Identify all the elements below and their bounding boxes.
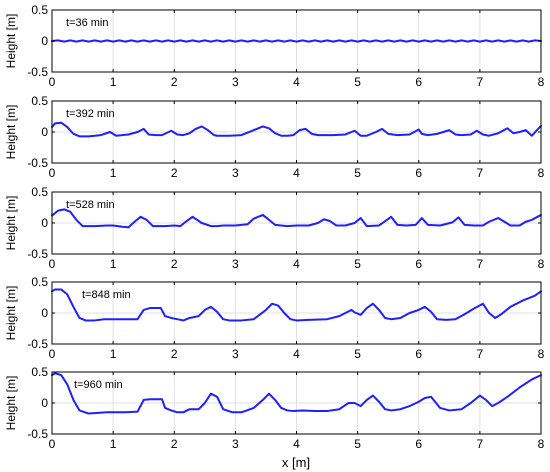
x-tick-label: 0	[49, 166, 56, 180]
x-tick-label: 7	[477, 437, 484, 451]
y-tick-label: -0.5	[27, 156, 48, 170]
y-axis-label: Height [m]	[4, 196, 18, 251]
x-tick-label: 7	[477, 347, 484, 361]
x-axis-label: x [m]	[282, 455, 310, 470]
x-tick-label: 4	[293, 437, 300, 451]
x-tick-label: 3	[232, 257, 239, 271]
y-tick-label: 0.5	[31, 275, 48, 289]
x-tick-label: 1	[110, 257, 117, 271]
x-tick-label: 0	[49, 75, 56, 89]
x-tick-label: 6	[415, 437, 422, 451]
x-tick-label: 3	[232, 347, 239, 361]
x-tick-label: 0	[49, 437, 56, 451]
x-tick-label: 8	[538, 75, 545, 89]
x-tick-label: 5	[354, 347, 361, 361]
x-tick-label: 6	[415, 347, 422, 361]
series-line	[51, 39, 542, 43]
y-tick-label: -0.5	[27, 337, 48, 351]
x-tick-label: 1	[110, 166, 117, 180]
y-tick-label: 0	[41, 125, 48, 139]
x-tick-label: 2	[171, 257, 178, 271]
y-tick-label: -0.5	[27, 65, 48, 79]
y-axis-label: Height [m]	[4, 376, 18, 431]
x-tick-label: 6	[415, 257, 422, 271]
x-tick-label: 4	[293, 166, 300, 180]
y-tick-label: 0.5	[31, 3, 48, 17]
time-annotation: t=528 min	[66, 199, 115, 211]
x-tick-label: 7	[477, 75, 484, 89]
x-tick-label: 5	[354, 166, 361, 180]
x-tick-label: 2	[171, 166, 178, 180]
x-tick-label: 0	[49, 347, 56, 361]
x-tick-label: 1	[110, 75, 117, 89]
time-annotation: t=392 min	[66, 108, 115, 120]
y-tick-label: 0.5	[31, 365, 48, 379]
time-annotation: t=36 min	[66, 17, 109, 29]
x-tick-label: 4	[293, 75, 300, 89]
y-tick-label: -0.5	[27, 247, 48, 261]
x-tick-label: 3	[232, 75, 239, 89]
y-tick-label: 0.5	[31, 185, 48, 199]
x-tick-label: 2	[171, 75, 178, 89]
y-axis-label: Height [m]	[4, 14, 18, 69]
y-tick-label: -0.5	[27, 427, 48, 441]
series-line	[51, 372, 542, 415]
x-tick-label: 5	[354, 257, 361, 271]
x-tick-label: 3	[232, 166, 239, 180]
y-tick-label: 0	[41, 34, 48, 48]
x-tick-label: 7	[477, 257, 484, 271]
x-tick-label: 6	[415, 75, 422, 89]
x-tick-label: 8	[538, 166, 545, 180]
y-tick-label: 0	[41, 306, 48, 320]
x-tick-label: 2	[171, 347, 178, 361]
time-annotation: t=848 min	[82, 289, 131, 301]
x-tick-label: 6	[415, 166, 422, 180]
x-tick-label: 5	[354, 75, 361, 89]
y-tick-label: 0	[41, 396, 48, 410]
x-tick-label: 7	[477, 166, 484, 180]
y-tick-label: 0.5	[31, 94, 48, 108]
x-tick-label: 8	[538, 257, 545, 271]
x-tick-label: 4	[293, 257, 300, 271]
x-tick-label: 0	[49, 257, 56, 271]
x-tick-label: 3	[232, 437, 239, 451]
x-tick-label: 5	[354, 437, 361, 451]
x-tick-label: 1	[110, 347, 117, 361]
x-tick-label: 1	[110, 437, 117, 451]
series-line	[51, 121, 542, 138]
x-tick-label: 8	[538, 437, 545, 451]
series-line	[51, 288, 542, 322]
x-tick-label: 4	[293, 347, 300, 361]
time-annotation: t=960 min	[74, 379, 123, 391]
series-line	[51, 208, 542, 229]
x-tick-label: 2	[171, 437, 178, 451]
x-tick-label: 8	[538, 347, 545, 361]
y-axis-label: Height [m]	[4, 286, 18, 341]
y-tick-label: 0	[41, 216, 48, 230]
y-axis-label: Height [m]	[4, 105, 18, 160]
